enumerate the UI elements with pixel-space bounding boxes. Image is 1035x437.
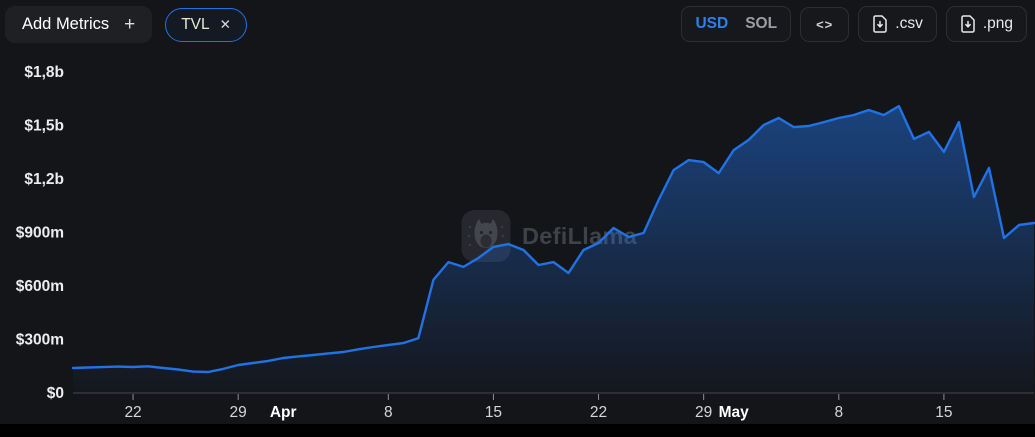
y-axis-label: $0 [47,385,64,402]
add-metrics-label: Add Metrics [22,15,110,33]
tvl-area-fill [73,106,1034,393]
y-axis-label: $900m [16,225,64,242]
x-axis-label: 15 [485,404,502,421]
close-icon[interactable]: ✕ [219,16,231,32]
x-axis-label: 15 [935,404,952,421]
file-download-icon [961,15,975,33]
x-axis-label: May [719,404,750,421]
x-axis-label: 8 [384,404,393,421]
y-axis-label: $300m [16,332,64,349]
x-axis: 22 29 Apr 8 15 22 29 May 8 15 [124,394,953,421]
tvl-line-series [71,104,1035,374]
chart-actions-group: USD SOL <> .csv .png [681,6,1027,42]
add-metrics-button[interactable]: Add Metrics + [5,6,153,43]
y-axis-label: $1,2b [24,171,64,188]
y-axis-label: $600m [16,278,64,295]
file-download-icon [873,15,888,33]
x-axis-label: 8 [834,404,843,421]
currency-usd-option[interactable]: USD [695,15,729,32]
chart-toolbar: Add Metrics + TVL ✕ USD SOL <> .csv [0,0,1035,43]
x-axis-label: 22 [124,404,141,421]
currency-toggle[interactable]: USD SOL [681,6,792,42]
x-axis-label: 29 [230,404,247,421]
y-axis-label: $1,8b [24,64,64,81]
metric-chip-tvl[interactable]: TVL ✕ [165,7,247,42]
download-png-button[interactable]: .png [945,6,1027,42]
y-axis: $0 $300m $600m $900m $1,2b $1,5b $1,8b [16,64,64,402]
download-csv-button[interactable]: .csv [858,6,937,42]
code-icon: <> [816,16,834,32]
x-axis-label: Apr [270,404,297,421]
embed-code-button[interactable]: <> [800,6,850,42]
bottom-border [0,424,1035,437]
currency-sol-option[interactable]: SOL [745,15,778,32]
metrics-group: Add Metrics + TVL ✕ [5,6,247,43]
metric-chip-label: TVL [181,15,210,33]
y-axis-label: $1,5b [24,118,64,135]
png-label: .png [982,15,1013,32]
csv-label: .csv [895,15,923,32]
plus-icon: + [124,13,136,35]
x-axis-label: 22 [590,404,607,421]
x-axis-label: 29 [695,404,712,421]
